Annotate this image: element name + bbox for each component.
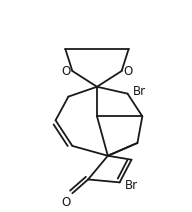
Text: O: O <box>124 66 133 78</box>
Text: Br: Br <box>132 85 146 98</box>
Text: Br: Br <box>125 179 138 192</box>
Text: O: O <box>61 66 70 78</box>
Text: O: O <box>61 196 70 209</box>
